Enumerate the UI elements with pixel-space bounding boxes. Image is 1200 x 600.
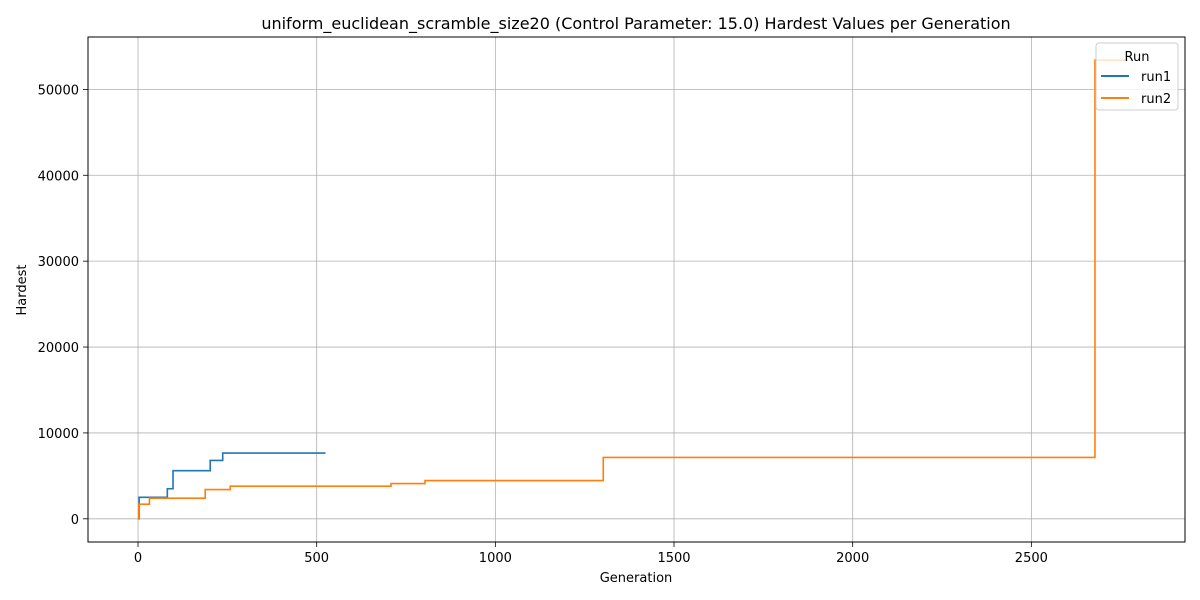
plot-series <box>137 59 1128 520</box>
y-tick-label: 30000 <box>38 255 79 270</box>
x-tick-label: 0 <box>134 551 142 566</box>
legend-label-run1: run1 <box>1141 70 1171 85</box>
grid-lines <box>88 37 1185 542</box>
x-tick-label: 2500 <box>1015 551 1048 566</box>
y-tick-label: 50000 <box>38 83 79 98</box>
y-tick-label: 20000 <box>38 341 79 356</box>
x-axis-label: Generation <box>600 571 673 586</box>
axis-ticks: 0 500 1000 1500 2000 2500 0 10000 20000 30000 4000… <box>38 83 1048 566</box>
x-tick-label: 1000 <box>479 551 512 566</box>
y-tick-label: 40000 <box>38 169 79 184</box>
x-tick-label: 500 <box>304 551 329 566</box>
y-tick-label: 10000 <box>38 427 79 442</box>
series-line-run2 <box>137 59 1128 520</box>
plot-frame <box>87 36 1186 543</box>
x-tick-label: 1500 <box>657 551 690 566</box>
series-line-run1 <box>138 452 326 520</box>
y-tick-label: 0 <box>71 513 79 528</box>
y-axis-label: Hardest <box>15 265 30 316</box>
x-tick-label: 2000 <box>836 551 869 566</box>
legend: Run run1 run2 <box>1095 42 1179 111</box>
legend-box <box>1095 42 1179 111</box>
chart-title: uniform_euclidean_scramble_size20 (Contr… <box>261 14 1010 34</box>
legend-label-run2: run2 <box>1141 92 1171 107</box>
legend-title: Run <box>1125 50 1150 65</box>
